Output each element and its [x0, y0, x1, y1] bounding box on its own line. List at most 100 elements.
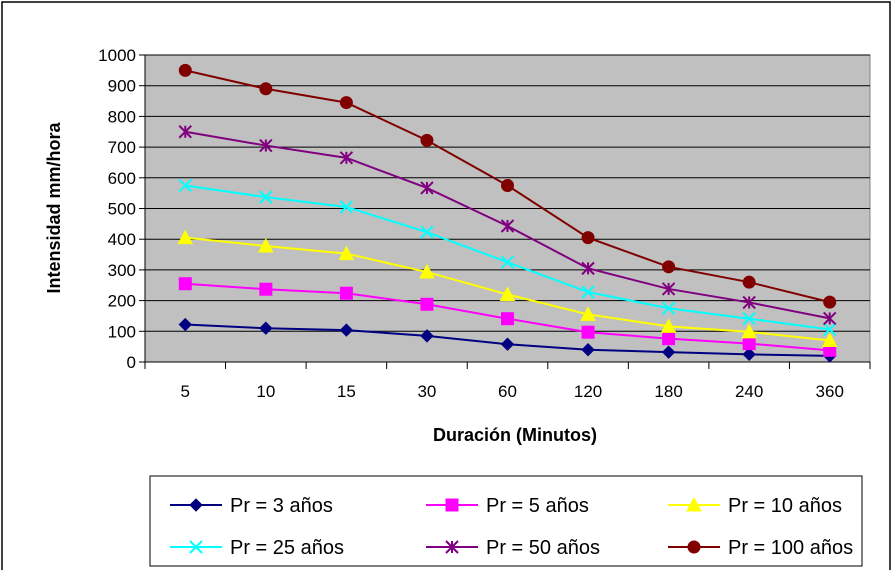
legend-item: Pr = 25 años: [170, 537, 344, 559]
data-point: [742, 275, 756, 289]
data-point: [189, 540, 203, 554]
data-point: [259, 82, 273, 96]
legend: Pr = 3 años Pr = 5 años Pr = 10 años Pr = 2…: [170, 495, 853, 559]
data-point: [742, 337, 756, 351]
y-tick-label: 300: [108, 261, 136, 280]
data-point: [823, 311, 837, 326]
data-point: [581, 261, 595, 276]
data-point: [661, 301, 676, 315]
data-point: [660, 318, 677, 333]
data-point: [339, 286, 353, 300]
data-point: [500, 255, 515, 269]
x-axis-title: Duración (Minutos): [433, 425, 597, 445]
data-point: [178, 317, 192, 332]
legend-label: Pr = 10 años: [728, 495, 842, 517]
series-3: [177, 229, 838, 348]
data-point: [581, 285, 595, 299]
y-tick-label: 800: [108, 107, 136, 126]
legend-label: Pr = 50 años: [486, 537, 600, 559]
x-tick-label: 30: [417, 382, 436, 401]
legend-label: Pr = 3 años: [230, 495, 333, 517]
series-layer: [177, 63, 838, 363]
data-point: [686, 496, 702, 512]
x-tick-label: 120: [574, 382, 602, 401]
series-5: [178, 125, 837, 326]
data-point: [339, 151, 354, 165]
y-tick-label: 200: [108, 292, 136, 311]
data-point: [741, 323, 758, 339]
x-tick-label: 5: [181, 382, 190, 401]
data-point: [662, 332, 676, 346]
data-point: [259, 282, 273, 296]
y-axis-title: Intensidad mm/hora: [44, 122, 64, 294]
series-2: [178, 277, 837, 357]
data-point: [259, 321, 273, 335]
legend-item: Pr = 50 años: [426, 537, 600, 559]
y-tick-label: 900: [108, 77, 136, 96]
data-point: [177, 229, 194, 245]
data-point: [662, 260, 676, 274]
data-point: [823, 295, 837, 309]
data-point: [687, 540, 701, 554]
series-6: [178, 63, 837, 309]
legend-item: Pr = 5 años: [426, 495, 589, 517]
data-point: [178, 63, 192, 77]
data-point: [445, 498, 459, 512]
series-4: [178, 178, 837, 337]
data-point: [821, 332, 838, 348]
data-point: [581, 325, 595, 339]
data-point: [581, 231, 595, 245]
data-point: [742, 295, 756, 310]
data-point: [501, 178, 514, 192]
x-tick-label: 360: [816, 382, 844, 401]
axes: 0 100 200 300 400 500 600 700 800 900 1000 5 10 15 30 6…: [98, 46, 871, 401]
legend-label: Pr = 100 años: [728, 537, 853, 559]
data-point: [257, 237, 274, 253]
data-point: [338, 245, 355, 261]
data-point: [501, 312, 514, 326]
legend-item: Pr = 10 años: [668, 495, 842, 517]
y-tick-label: 100: [108, 322, 136, 341]
data-point: [420, 181, 434, 195]
data-point: [445, 540, 459, 554]
data-point: [581, 343, 595, 357]
data-point: [499, 286, 516, 301]
data-point: [178, 178, 192, 193]
data-point: [189, 498, 203, 512]
data-point: [420, 297, 434, 311]
data-point: [178, 125, 192, 139]
data-point: [339, 96, 353, 110]
data-point: [742, 347, 756, 362]
legend-item: Pr = 100 años: [668, 537, 853, 559]
y-tick-label: 1000: [98, 46, 136, 65]
legend-box: [149, 475, 863, 567]
data-point: [419, 263, 435, 279]
data-point: [339, 323, 354, 337]
x-tick-label: 240: [735, 382, 763, 401]
legend-item: Pr = 3 años: [170, 495, 333, 517]
y-tick-label: 700: [108, 138, 136, 157]
data-point: [178, 277, 192, 291]
y-tick-label: 500: [108, 200, 136, 219]
x-tick-label: 15: [337, 382, 356, 401]
data-point: [742, 312, 756, 326]
y-tick-label: 600: [108, 169, 136, 188]
data-point: [661, 345, 676, 359]
data-point: [500, 337, 515, 351]
data-point: [420, 225, 434, 239]
y-tick-label: 0: [127, 353, 136, 372]
data-point: [580, 306, 596, 321]
data-point: [420, 329, 434, 343]
x-tick-label: 180: [654, 382, 682, 401]
data-point: [259, 138, 273, 153]
data-point: [339, 200, 354, 214]
data-point: [500, 219, 515, 233]
x-tick-label: 10: [256, 382, 275, 401]
legend-label: Pr = 5 años: [486, 495, 589, 517]
legend-label: Pr = 25 años: [230, 537, 344, 559]
data-point: [661, 282, 676, 296]
data-point: [259, 190, 273, 204]
x-tick-label: 60: [498, 382, 517, 401]
y-tick-label: 400: [108, 230, 136, 249]
